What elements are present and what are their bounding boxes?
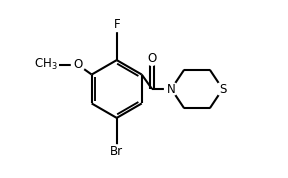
Text: O: O bbox=[147, 52, 157, 65]
Circle shape bbox=[71, 58, 85, 72]
Circle shape bbox=[110, 18, 124, 32]
Text: F: F bbox=[113, 18, 120, 31]
Text: O: O bbox=[73, 58, 83, 71]
Circle shape bbox=[164, 82, 178, 96]
Text: N: N bbox=[167, 82, 176, 96]
Circle shape bbox=[145, 52, 159, 65]
Circle shape bbox=[110, 145, 124, 158]
Text: CH$_3$: CH$_3$ bbox=[34, 57, 57, 72]
Circle shape bbox=[216, 82, 230, 96]
Text: S: S bbox=[219, 82, 226, 96]
Text: Br: Br bbox=[110, 145, 123, 158]
